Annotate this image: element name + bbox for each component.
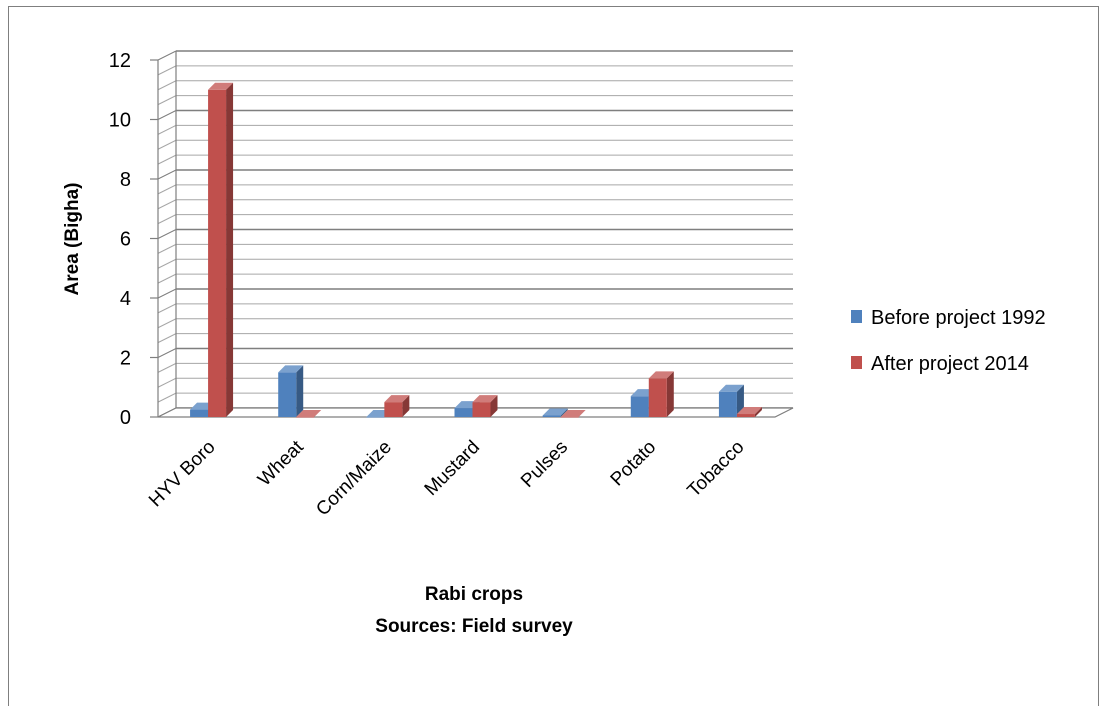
legend-swatch	[851, 310, 862, 323]
side-wall-line	[157, 258, 177, 269]
chart-frame	[8, 6, 1099, 706]
side-wall-line	[157, 214, 177, 225]
bar-front	[560, 417, 579, 418]
y-tick-label: 2	[120, 348, 131, 370]
bar-after	[736, 407, 762, 417]
bar-top	[736, 407, 762, 415]
bar-before	[542, 408, 568, 417]
side-wall-line	[157, 95, 177, 106]
bar-front	[648, 378, 667, 417]
bar-side	[296, 365, 304, 417]
y-axis-title: Area (Bigha)	[62, 183, 83, 296]
bar-front	[542, 415, 561, 417]
bar-side	[754, 407, 762, 417]
bar-front	[736, 414, 755, 417]
legend-label: Before project 1992	[871, 307, 1046, 329]
x-axis-categories: HYV Boro Wheat Corn/Maize Mustard Pulses Pota…	[145, 436, 748, 520]
bar-front	[278, 372, 297, 417]
side-wall-line	[157, 229, 177, 239]
bar-front	[208, 89, 227, 417]
legend: Before project 1992 After project 2014	[851, 307, 1046, 375]
side-wall-line	[157, 303, 177, 314]
side-wall-line	[157, 273, 177, 284]
bar-after	[472, 395, 498, 417]
y-axis-ticks: 0 2 4 6 8 10 12	[109, 50, 158, 429]
side-wall-line	[157, 50, 177, 61]
bar-chart: 0 2 4 6 8 10 12 HYV Boro Wheat Corn/Maize Mustard…	[62, 50, 1046, 637]
side-wall-line	[157, 288, 177, 299]
bar-top	[384, 395, 410, 403]
bar-top	[296, 410, 322, 417]
bar-top	[718, 384, 744, 392]
x-category-label: Potato	[607, 437, 661, 491]
bar-front	[630, 396, 649, 417]
bar-front	[718, 391, 737, 417]
bar-front	[296, 417, 315, 418]
side-wall-line	[157, 139, 177, 150]
side-wall-line	[157, 80, 177, 91]
bar-front	[384, 402, 403, 417]
side-wall-line	[157, 110, 177, 120]
y-tick-label: 4	[120, 288, 131, 310]
side-wall-line	[157, 362, 177, 373]
bar-top	[278, 365, 304, 373]
bar-before	[278, 365, 304, 417]
side-wall-line	[157, 199, 177, 210]
x-category-label: HYV Boro	[145, 437, 220, 512]
bar-after	[384, 395, 410, 417]
y-tick-label: 8	[120, 169, 131, 191]
side-wall-line	[157, 243, 177, 254]
bar-side	[666, 371, 674, 417]
y-tick-label: 0	[120, 407, 131, 429]
legend-label: After project 2014	[871, 353, 1029, 375]
x-axis-title: Rabi crops	[425, 584, 523, 605]
bar-after	[208, 82, 234, 417]
bar-front	[454, 408, 473, 417]
bar-top	[208, 82, 234, 90]
side-wall-line	[157, 154, 177, 165]
x-category-label: Wheat	[254, 436, 308, 490]
side-wall-line	[157, 169, 177, 180]
x-category-label: Mustard	[421, 437, 484, 500]
bar-front	[366, 417, 385, 418]
bar-top	[472, 395, 498, 403]
side-wall-line	[157, 124, 177, 135]
side-wall-line	[157, 184, 177, 195]
y-tick-label: 12	[109, 50, 131, 72]
bar-side	[560, 408, 568, 417]
bar-after	[560, 410, 586, 418]
x-category-label: Corn/Maize	[312, 437, 396, 521]
x-category-label: Tobacco	[684, 437, 749, 502]
bar-side	[402, 395, 410, 417]
bar-front	[472, 402, 491, 417]
bar-top	[648, 371, 674, 379]
y-tick-label: 10	[109, 110, 131, 132]
side-wall-line	[157, 65, 177, 76]
bar-side	[226, 82, 234, 417]
bar-top	[542, 408, 568, 416]
bar-top	[560, 410, 586, 417]
side-wall-line	[157, 333, 177, 344]
chart-bars	[190, 82, 762, 418]
legend-swatch	[851, 356, 862, 369]
bar-after	[648, 371, 674, 417]
side-wall-line	[157, 392, 177, 403]
side-wall-line	[157, 348, 177, 358]
bar-after	[296, 410, 322, 418]
bar-front	[190, 409, 209, 417]
bar-side	[490, 395, 498, 417]
x-category-label: Pulses	[517, 437, 572, 492]
side-wall-line	[157, 377, 177, 388]
source-note: Sources: Field survey	[375, 616, 573, 637]
side-wall-line	[157, 318, 177, 329]
chart-grid	[157, 50, 794, 418]
y-tick-label: 6	[120, 229, 131, 251]
